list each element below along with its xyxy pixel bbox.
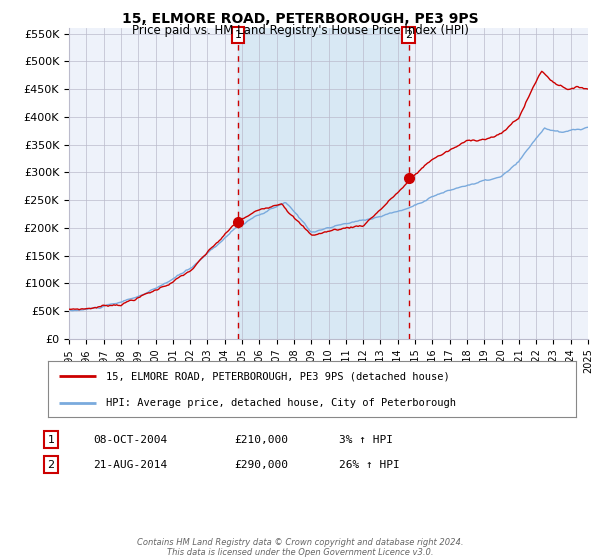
Text: 1: 1 xyxy=(47,435,55,445)
Bar xyxy=(238,28,409,339)
Text: Contains HM Land Registry data © Crown copyright and database right 2024.
This d: Contains HM Land Registry data © Crown c… xyxy=(137,538,463,557)
Text: 08-OCT-2004: 08-OCT-2004 xyxy=(93,435,167,445)
Text: 15, ELMORE ROAD, PETERBOROUGH, PE3 9PS: 15, ELMORE ROAD, PETERBOROUGH, PE3 9PS xyxy=(122,12,478,26)
Text: 26% ↑ HPI: 26% ↑ HPI xyxy=(339,460,400,470)
Text: HPI: Average price, detached house, City of Peterborough: HPI: Average price, detached house, City… xyxy=(106,398,456,408)
Text: 21-AUG-2014: 21-AUG-2014 xyxy=(93,460,167,470)
Text: 1: 1 xyxy=(235,30,242,40)
Text: £290,000: £290,000 xyxy=(234,460,288,470)
Text: 2: 2 xyxy=(405,30,412,40)
Text: 3% ↑ HPI: 3% ↑ HPI xyxy=(339,435,393,445)
Text: Price paid vs. HM Land Registry's House Price Index (HPI): Price paid vs. HM Land Registry's House … xyxy=(131,24,469,37)
Text: 15, ELMORE ROAD, PETERBOROUGH, PE3 9PS (detached house): 15, ELMORE ROAD, PETERBOROUGH, PE3 9PS (… xyxy=(106,371,450,381)
Text: £210,000: £210,000 xyxy=(234,435,288,445)
Text: 2: 2 xyxy=(47,460,55,470)
